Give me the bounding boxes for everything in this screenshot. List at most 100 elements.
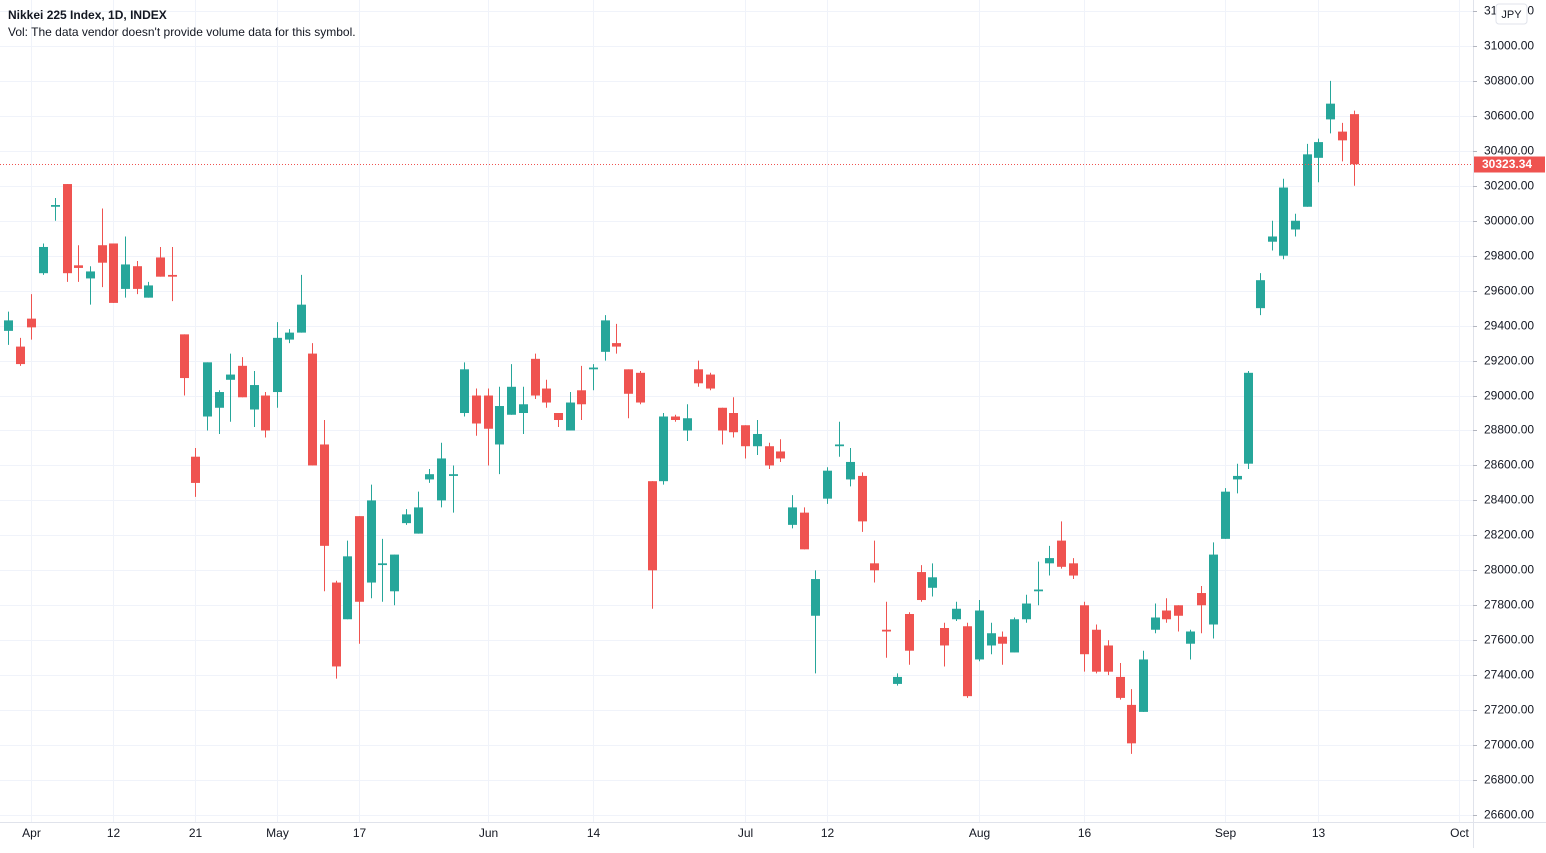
y-tick-label: 30800.00 [1484,74,1534,88]
y-tick-label: 29600.00 [1484,284,1534,298]
candle-body [1244,372,1253,464]
candle-body [238,365,247,398]
candle-body [273,337,282,393]
candle-body [659,416,668,482]
candle-body [566,402,575,431]
candle-body [367,500,376,583]
candle-body [1069,563,1078,576]
candle-body [1045,558,1054,564]
candle-body [612,343,621,347]
candle-body [952,608,961,620]
y-tick-label: 27000.00 [1484,738,1534,752]
candle-body [1233,475,1242,480]
y-tick-label: 30600.00 [1484,109,1534,123]
candle-body [928,577,937,588]
candle-body [425,474,434,480]
candle-body [414,507,423,534]
x-tick-label: Jul [738,826,753,840]
candle-body [905,614,914,651]
candle-body [180,334,189,379]
y-tick-label: 29000.00 [1484,389,1534,403]
candle-body [858,475,867,522]
candles [0,80,1473,754]
currency-button[interactable] [1495,3,1528,25]
y-tick-label: 28200.00 [1484,528,1534,542]
candle-body [765,446,774,466]
candle-body [4,320,13,331]
chart-subtitle: Vol: The data vendor doesn't provide vol… [8,25,356,39]
candle-body [332,582,341,667]
y-tick-label: 27200.00 [1484,703,1534,717]
candle-body [718,407,727,431]
candle-body [449,474,458,476]
x-tick-label: 21 [189,826,203,840]
candle-body [671,416,680,421]
candle-body [121,264,130,289]
y-tick-label: 26600.00 [1484,808,1534,822]
y-tick-label: 26800.00 [1484,773,1534,787]
candle-body [636,372,645,403]
candle-body [261,395,270,431]
candle-body [624,369,633,394]
candle-body [893,676,902,684]
candle-body [577,390,586,405]
x-tick-label: Aug [969,826,990,840]
x-tick-label: May [266,826,289,840]
candle-body [1221,491,1230,539]
candle-body [1197,593,1206,606]
candle-body [729,413,738,433]
candle-body [811,579,820,616]
x-tick-label: Sep [1215,826,1237,840]
candle-body [460,369,469,414]
candle-body [86,271,95,279]
candle-body [846,461,855,480]
candle-body [133,266,142,289]
currency-label[interactable]: JPY [1501,9,1522,21]
y-tick-label: 29400.00 [1484,319,1534,333]
candle-body [1162,610,1171,620]
x-tick-label: 16 [1078,826,1092,840]
x-tick-label: 14 [587,826,601,840]
candle-body [215,392,224,408]
candle-body [823,470,832,499]
candle-body [39,246,48,274]
candle-body [706,374,715,389]
candle-body [1022,603,1031,620]
candle-body [940,627,949,646]
candle-body [402,514,411,524]
y-tick-label: 28000.00 [1484,563,1534,577]
candle-body [1291,220,1300,230]
candle-body [250,385,259,410]
candle-body [1350,114,1359,165]
candle-body [203,362,212,417]
candle-body [16,346,25,365]
chart-title: Nikkei 225 Index, 1D, INDEX [8,8,167,22]
x-tick-label: 12 [107,826,121,840]
candle-body [987,633,996,646]
x-tick-label: Oct [1450,826,1469,840]
candle-body [531,358,540,396]
candle-body [1151,617,1160,630]
candle-body [882,629,891,632]
candle-body [168,274,177,277]
candle-body [589,367,598,370]
y-tick-label: 27600.00 [1484,633,1534,647]
candle-body [870,563,879,571]
y-tick-label: 27400.00 [1484,668,1534,682]
last-price-label: 30323.34 [1482,157,1532,171]
y-tick-label: 29200.00 [1484,354,1534,368]
candle-body [1010,619,1019,653]
last-price-badge [1474,156,1545,173]
candle-body [343,556,352,620]
candle-body [1127,704,1136,744]
candle-body [74,265,83,268]
candle-body [144,285,153,298]
candle-body [226,374,235,380]
candle-body [1034,589,1043,592]
candle-body [390,554,399,592]
y-tick-label: 30400.00 [1484,144,1534,158]
candle-body [1326,103,1335,120]
candle-body [507,386,516,415]
